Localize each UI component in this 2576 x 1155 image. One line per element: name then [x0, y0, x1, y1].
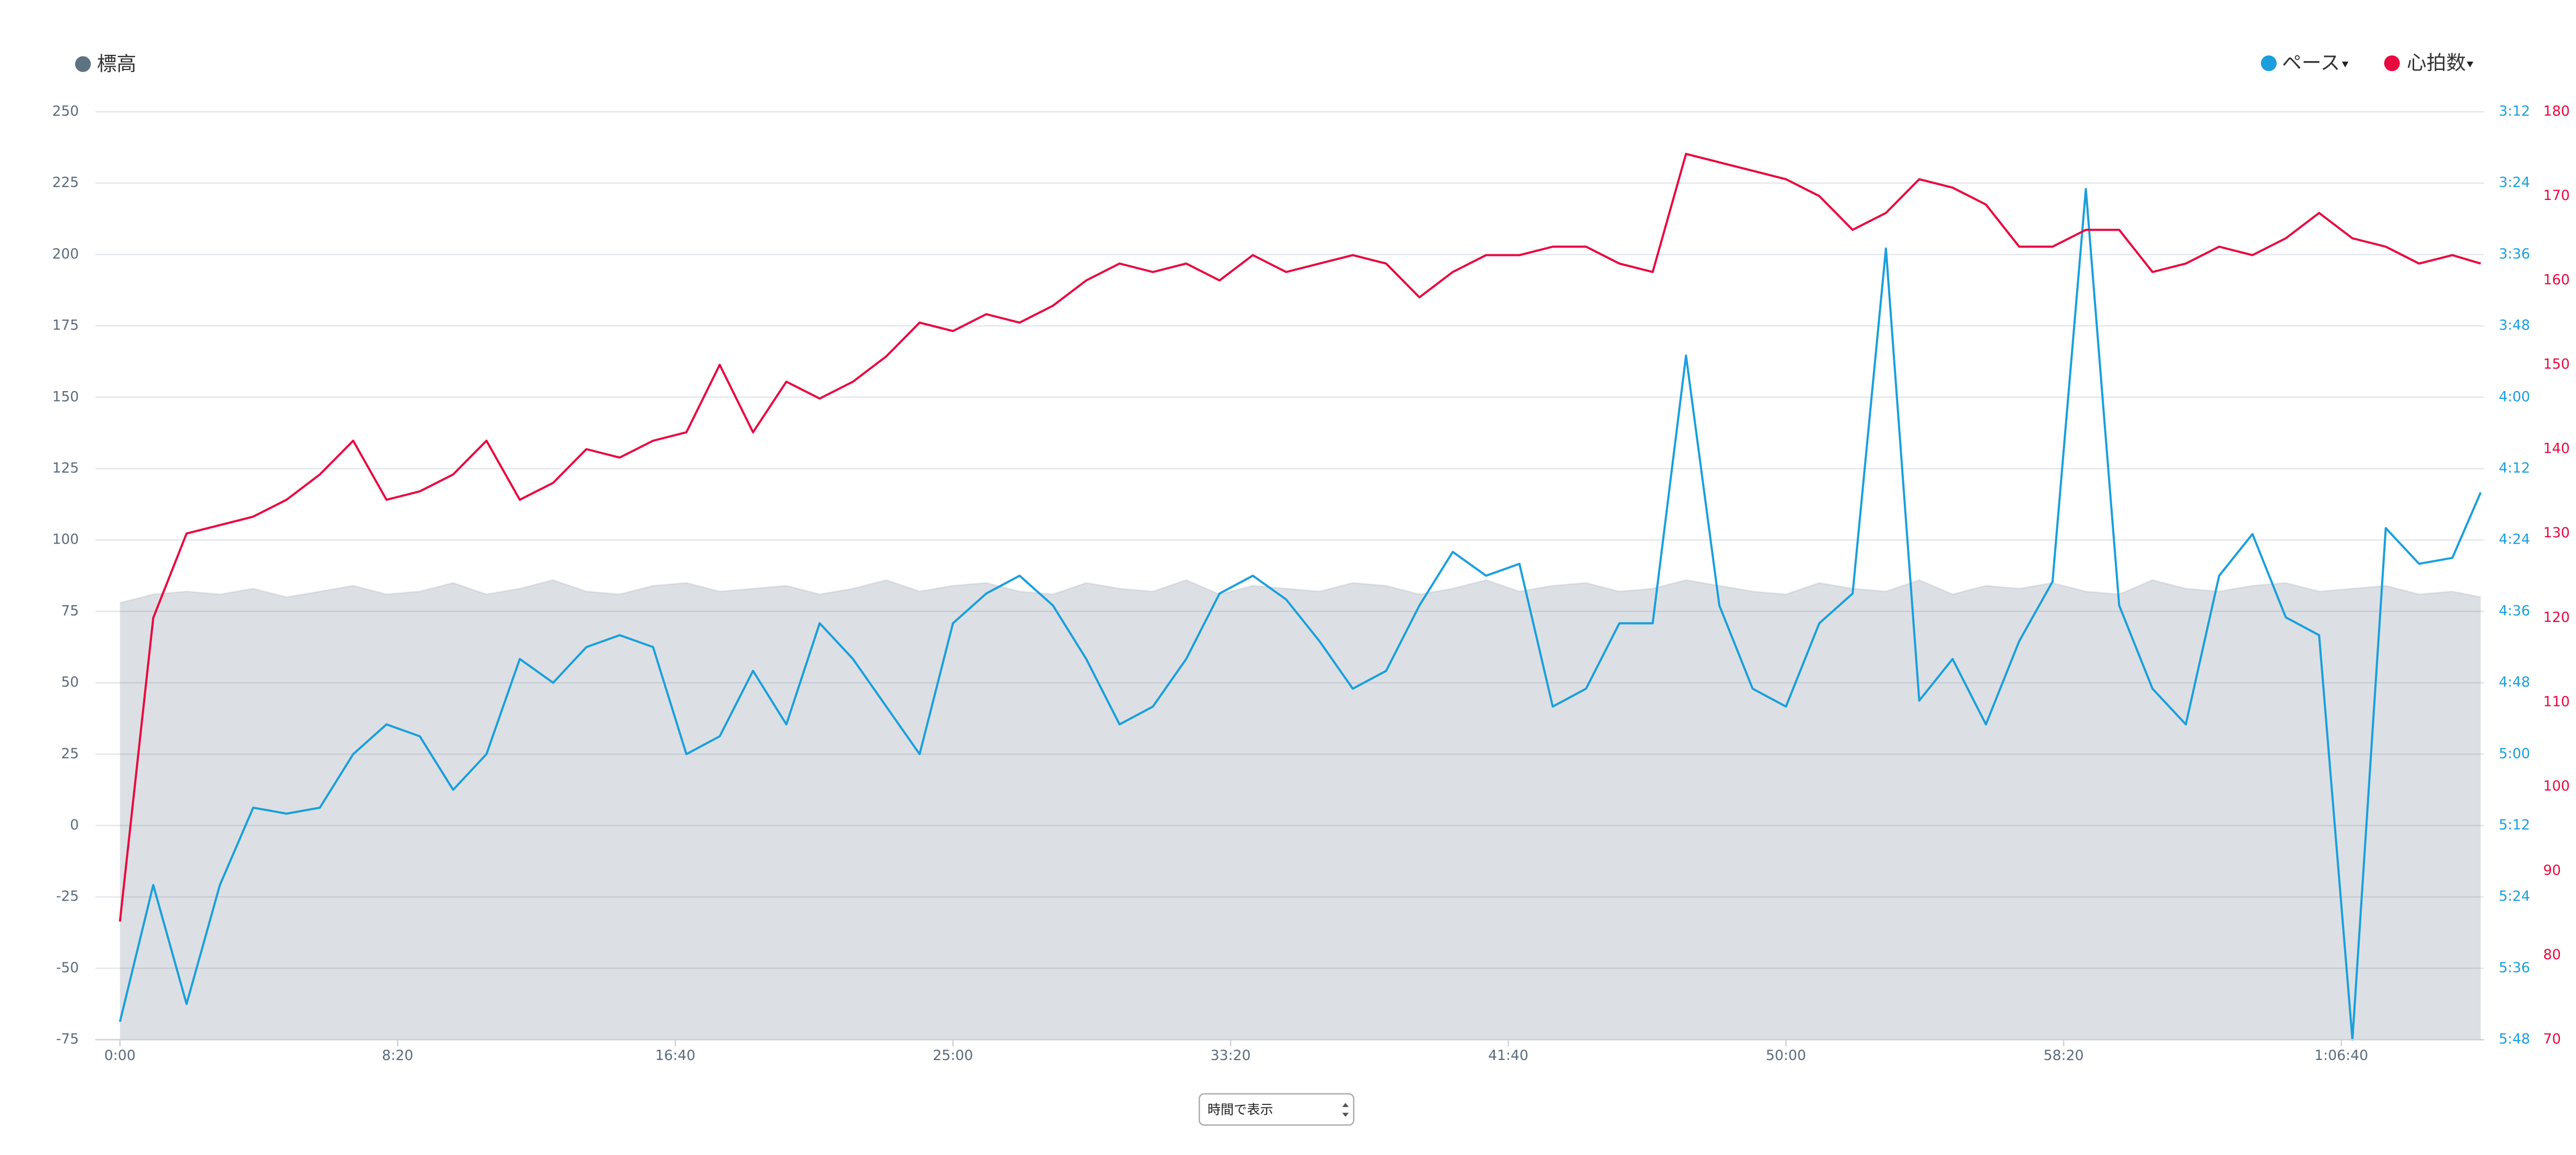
y2-tick-label: 5:00	[2499, 746, 2530, 762]
y3-tick-label: 160	[2543, 272, 2570, 288]
x-tick-label: 0:00	[104, 1047, 136, 1064]
y-tick-label: 0	[70, 817, 79, 833]
axes: -75 -50 -25 0 25 50 75 100 125 150 175 200 225 250 3:1…	[52, 103, 2570, 1064]
y2-tick-label: 3:36	[2499, 246, 2530, 262]
select-label[interactable]: 時間で表示	[1208, 1102, 1273, 1117]
select-control[interactable]: 時間で表示	[1198, 1093, 1355, 1126]
y-tick-label: 100	[52, 532, 79, 548]
y-tick-label: -50	[56, 960, 79, 976]
y-tick-label: 125	[52, 460, 79, 476]
y-tick-label: 75	[61, 603, 79, 619]
dropdown-caret[interactable]	[2466, 62, 2474, 68]
y2-tick-label: 5:48	[2499, 1031, 2530, 1047]
y2-tick-label: 3:24	[2499, 174, 2530, 191]
y3-tick-label: 130	[2543, 525, 2570, 541]
plot	[119, 152, 2482, 1041]
y-tick-label: 150	[52, 388, 79, 405]
y3-tick-label: 110	[2543, 693, 2570, 710]
x-tick-label: 33:20	[1211, 1047, 1251, 1064]
y-tick-label: 225	[52, 174, 79, 191]
y-tick-label: 250	[52, 103, 79, 119]
select-arrows[interactable]	[1342, 1103, 1349, 1117]
y3-tick-label: 180	[2543, 103, 2570, 119]
y3-tick-label: 140	[2543, 441, 2570, 457]
legend: 標高 ペース 心拍数	[75, 51, 2474, 75]
y2-tick-label: 4:48	[2499, 674, 2530, 690]
x-tick-label: 25:00	[933, 1047, 973, 1064]
y3-tick-label: 120	[2543, 609, 2570, 626]
y-tick-label: -75	[56, 1031, 79, 1047]
y2-tick-label: 5:24	[2499, 888, 2530, 904]
select-box[interactable]	[1198, 1093, 1355, 1126]
legend-label[interactable]: 標高	[97, 52, 136, 75]
y2-tick-label: 3:48	[2499, 317, 2530, 334]
x-tick-label: 8:20	[382, 1047, 413, 1064]
y3-tick-label: 150	[2543, 356, 2570, 372]
legend-swatch	[2384, 55, 2400, 72]
y2-tick-label: 4:24	[2499, 532, 2530, 548]
x-tick-label: 41:40	[1488, 1047, 1528, 1064]
elevation-edge	[120, 579, 2481, 604]
series-line	[119, 188, 2482, 1041]
legend-label[interactable]: 心拍数	[2407, 51, 2466, 74]
y2-tick-label: 5:12	[2499, 817, 2530, 833]
y-tick-label: 50	[61, 674, 79, 690]
y2-tick-label: 4:00	[2499, 388, 2530, 405]
series-line	[119, 152, 2481, 922]
legend-swatch	[75, 56, 91, 72]
y2-tick-label: 5:36	[2499, 960, 2530, 976]
legend-swatch	[2261, 55, 2277, 72]
y-tick-label: 175	[52, 317, 79, 334]
y3-tick-label: 80	[2543, 947, 2561, 963]
elevation-area	[120, 580, 2481, 1040]
y3-tick-label: 90	[2543, 862, 2561, 878]
grid	[95, 111, 2484, 1041]
legend-label[interactable]: ペース	[2282, 51, 2340, 74]
x-tick-label: 58:20	[2044, 1047, 2084, 1064]
y-tick-label: 25	[61, 746, 79, 762]
y2-tick-label: 4:36	[2499, 603, 2530, 619]
y-tick-label: 200	[52, 246, 79, 262]
x-tick-label: 16:40	[655, 1047, 695, 1064]
y3-tick-label: 170	[2543, 187, 2570, 204]
y-tick-label: -25	[56, 888, 79, 904]
x-tick-label: 1:06:40	[2314, 1047, 2368, 1064]
x-tick-label: 50:00	[1766, 1047, 1806, 1064]
y3-tick-label: 100	[2543, 778, 2570, 794]
y2-tick-label: 4:12	[2499, 460, 2530, 476]
y3-tick-label: 70	[2543, 1031, 2561, 1047]
y2-tick-label: 3:12	[2499, 103, 2530, 119]
dropdown-caret[interactable]	[2341, 62, 2349, 68]
